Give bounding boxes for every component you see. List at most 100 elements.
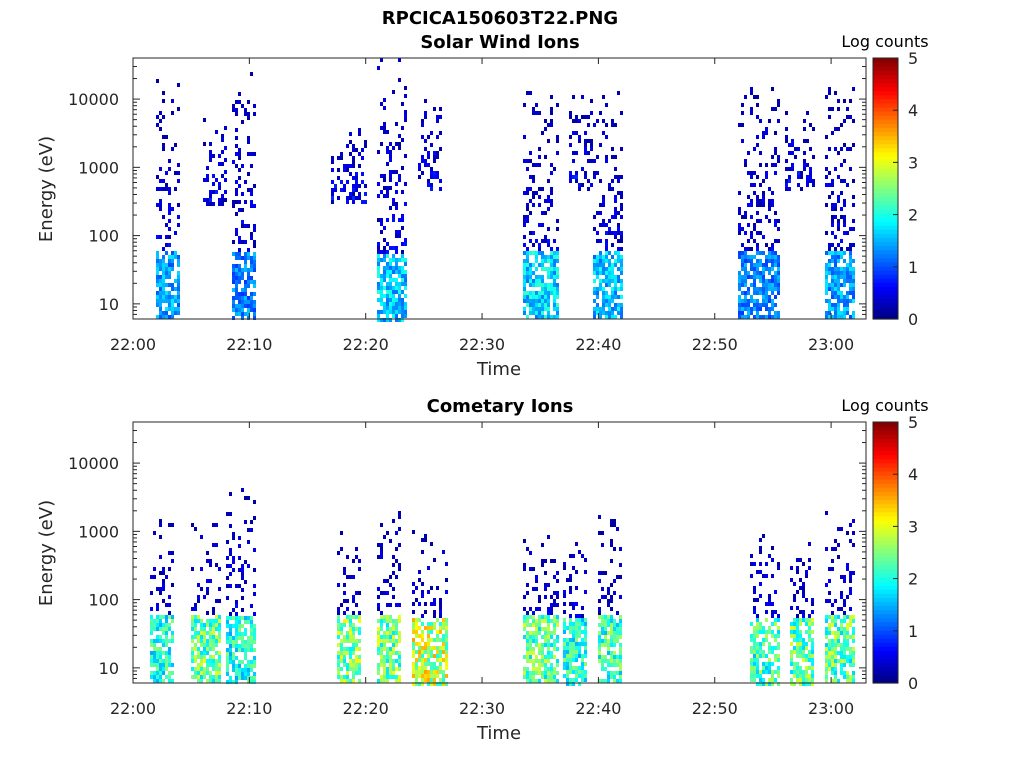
heatmap-cell (777, 283, 780, 287)
heatmap-cell (380, 551, 383, 555)
heatmap-cell (593, 255, 596, 259)
heatmap-cell (162, 247, 165, 251)
colorbar-segment (873, 462, 898, 468)
heatmap-cell (611, 187, 614, 191)
heatmap-cell (364, 140, 367, 144)
heatmap-cell (756, 630, 759, 634)
heatmap-cell (610, 599, 613, 603)
heatmap-cell (392, 298, 395, 302)
heatmap-cell (226, 576, 229, 580)
heatmap-cell (162, 663, 165, 667)
heatmap-cell (741, 215, 744, 219)
heatmap-cell (349, 140, 352, 144)
heatmap-cell (846, 627, 849, 631)
heatmap-cell (620, 307, 623, 311)
heatmap-cell (174, 251, 177, 255)
heatmap-cell (392, 294, 395, 298)
heatmap-cell (753, 590, 756, 594)
heatmap-cell (226, 556, 229, 560)
heatmap-cell (596, 255, 599, 259)
heatmap-cell (433, 159, 436, 163)
heatmap-cell (156, 123, 159, 127)
heatmap-cell (556, 591, 559, 595)
heatmap-cell (607, 591, 610, 595)
heatmap-cell (828, 591, 831, 595)
heatmap-cell (538, 667, 541, 671)
heatmap-cell (150, 639, 153, 643)
heatmap-cell (343, 567, 346, 571)
heatmap-cell (340, 679, 343, 683)
heatmap-cell (159, 187, 162, 191)
heatmap-cell (247, 172, 250, 176)
heatmap-cell (802, 582, 805, 586)
heatmap-cell (439, 602, 442, 606)
heatmap-cell (250, 164, 253, 168)
colorbar-segment (873, 670, 898, 676)
heatmap-cell (793, 634, 796, 638)
heatmap-cell (840, 267, 843, 271)
heatmap-cell (790, 678, 793, 682)
heatmap-cell (610, 623, 613, 627)
heatmap-cell (556, 619, 559, 623)
heatmap-cell (238, 296, 241, 300)
heatmap-cell (837, 219, 840, 223)
heatmap-cell (206, 579, 209, 583)
heatmap-cell (611, 243, 614, 247)
heatmap-cell (445, 650, 448, 654)
heatmap-cell (572, 131, 575, 135)
heatmap-cell (599, 267, 602, 271)
heatmap-cell (386, 146, 389, 150)
heatmap-cell (358, 679, 361, 683)
heatmap-cell (389, 651, 392, 655)
heatmap-cell (796, 566, 799, 570)
heatmap-cell (774, 678, 777, 682)
heatmap-cell (389, 675, 392, 679)
heatmap-cell (846, 531, 849, 535)
heatmap-cell (253, 568, 256, 572)
heatmap-cell (805, 670, 808, 674)
heatmap-cell (253, 676, 256, 680)
heatmap-cell (849, 523, 852, 527)
heatmap-cell (747, 195, 750, 199)
heatmap-cell (837, 311, 840, 315)
heatmap-cell (599, 279, 602, 283)
heatmap-cell (526, 635, 529, 639)
heatmap-cell (843, 179, 846, 183)
heatmap-cell (352, 667, 355, 671)
heatmap-cell (247, 272, 250, 276)
heatmap-cell (377, 246, 380, 250)
heatmap-cell (358, 184, 361, 188)
heatmap-cell (159, 307, 162, 311)
heatmap-cell (535, 191, 538, 195)
heatmap-cell (556, 603, 559, 607)
heatmap-cell (395, 286, 398, 290)
heatmap-cell (544, 211, 547, 215)
heatmap-cell (566, 682, 569, 686)
heatmap-cell (197, 635, 200, 639)
heatmap-cell (253, 636, 256, 640)
heatmap-cell (846, 183, 849, 187)
heatmap-cell (768, 602, 771, 606)
heatmap-cell (550, 275, 553, 279)
heatmap-cell (194, 655, 197, 659)
heatmap-cell (828, 171, 831, 175)
x-tick-label: 22:00 (110, 335, 156, 354)
heatmap-cell (852, 227, 855, 231)
heatmap-cell (602, 279, 605, 283)
heatmap-cell (352, 196, 355, 200)
heatmap-cell (572, 566, 575, 570)
heatmap-cell (212, 623, 215, 627)
heatmap-cell (756, 666, 759, 670)
heatmap-cell (825, 675, 828, 679)
heatmap-cell (572, 678, 575, 682)
heatmap-cell (828, 303, 831, 307)
heatmap-cell (849, 299, 852, 303)
heatmap-cell (526, 247, 529, 251)
heatmap-cell (383, 274, 386, 278)
heatmap-cell (235, 664, 238, 668)
heatmap-cell (584, 622, 587, 626)
heatmap-cell (177, 255, 180, 259)
heatmap-cell (430, 638, 433, 642)
heatmap-cell (250, 72, 253, 76)
heatmap-cell (846, 635, 849, 639)
